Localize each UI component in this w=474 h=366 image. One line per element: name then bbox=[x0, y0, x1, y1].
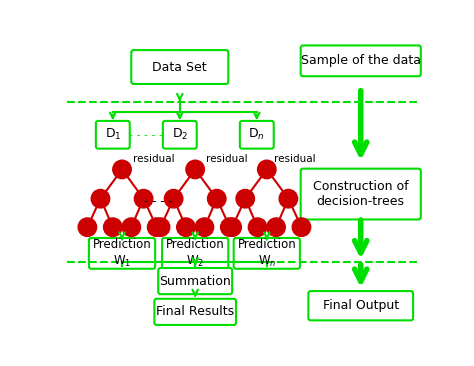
Circle shape bbox=[248, 218, 267, 236]
Circle shape bbox=[279, 190, 298, 208]
FancyBboxPatch shape bbox=[234, 238, 300, 269]
Circle shape bbox=[103, 218, 122, 236]
Text: D$_n$: D$_n$ bbox=[248, 127, 265, 142]
Circle shape bbox=[151, 218, 170, 236]
FancyBboxPatch shape bbox=[162, 238, 228, 269]
Circle shape bbox=[195, 218, 214, 236]
FancyBboxPatch shape bbox=[163, 121, 197, 149]
Text: Summation: Summation bbox=[159, 274, 231, 288]
Circle shape bbox=[78, 218, 97, 236]
Circle shape bbox=[186, 160, 204, 179]
Circle shape bbox=[220, 218, 239, 236]
Circle shape bbox=[208, 190, 226, 208]
Text: Prediction
W$_n$: Prediction W$_n$ bbox=[237, 238, 296, 269]
Text: - - - - -: - - - - - bbox=[129, 130, 163, 140]
Text: residual: residual bbox=[274, 154, 316, 164]
Circle shape bbox=[257, 160, 276, 179]
Text: - - - -: - - - - bbox=[144, 195, 173, 208]
Text: Final Output: Final Output bbox=[323, 299, 399, 312]
FancyBboxPatch shape bbox=[96, 121, 130, 149]
FancyBboxPatch shape bbox=[89, 238, 155, 269]
Circle shape bbox=[164, 190, 183, 208]
Text: residual: residual bbox=[206, 154, 247, 164]
Circle shape bbox=[177, 218, 195, 236]
Circle shape bbox=[134, 190, 153, 208]
Circle shape bbox=[267, 218, 285, 236]
Text: D$_2$: D$_2$ bbox=[172, 127, 188, 142]
Circle shape bbox=[113, 160, 131, 179]
Text: Sample of the data: Sample of the data bbox=[301, 55, 421, 67]
Circle shape bbox=[223, 218, 241, 236]
FancyBboxPatch shape bbox=[155, 299, 236, 325]
Circle shape bbox=[292, 218, 310, 236]
Circle shape bbox=[91, 190, 109, 208]
FancyBboxPatch shape bbox=[301, 169, 421, 220]
Text: Prediction
W$_1$: Prediction W$_1$ bbox=[92, 238, 151, 269]
FancyBboxPatch shape bbox=[240, 121, 273, 149]
Text: D$_1$: D$_1$ bbox=[105, 127, 121, 142]
FancyBboxPatch shape bbox=[131, 50, 228, 84]
Text: Construction of
decision-trees: Construction of decision-trees bbox=[313, 180, 409, 208]
Circle shape bbox=[236, 190, 255, 208]
Circle shape bbox=[147, 218, 166, 236]
Text: Prediction
W$_2$: Prediction W$_2$ bbox=[166, 238, 225, 269]
FancyBboxPatch shape bbox=[309, 291, 413, 320]
Circle shape bbox=[122, 218, 140, 236]
Text: residual: residual bbox=[133, 154, 174, 164]
FancyBboxPatch shape bbox=[158, 268, 232, 294]
Text: Final Results: Final Results bbox=[156, 305, 234, 318]
Text: Data Set: Data Set bbox=[153, 60, 207, 74]
FancyBboxPatch shape bbox=[301, 45, 421, 76]
